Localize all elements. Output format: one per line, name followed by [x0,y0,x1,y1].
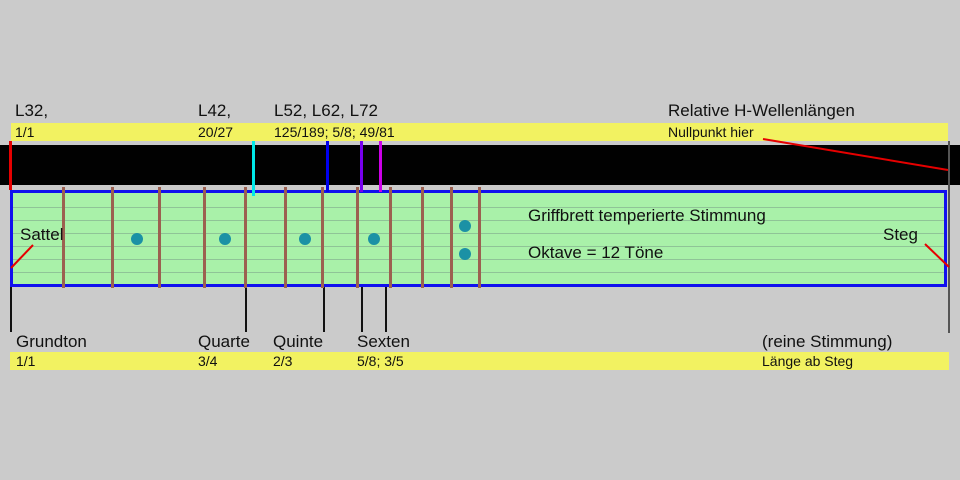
fret [244,187,247,288]
fret [478,187,481,288]
fret [62,187,65,288]
label-l32: L32, [15,101,49,120]
zero-point-line [948,141,950,333]
marker-l42-cyan [252,141,255,196]
marker-l52-blue [326,141,329,192]
fret [158,187,161,288]
bottom-band-value-1-1: 1/1 [16,353,36,369]
fretboard-subtitle: Oktave = 12 Töne [528,243,664,262]
top-highlight-band [11,123,948,141]
marker-l72-magenta [379,141,382,192]
marker-grundton-red [9,141,12,190]
bottom-highlight-band [10,352,949,370]
bottom-band-value-2-3: 2/3 [273,353,293,369]
inlay-dot [459,248,471,260]
label-steg: Steg [883,225,918,244]
fret [321,187,324,288]
connector-sexte-1 [361,287,363,332]
string-band [0,145,960,185]
bottom-band-value-3-4: 3/4 [198,353,218,369]
fret [111,187,114,288]
label-l42: L42, [198,101,232,120]
top-band-value-1-1: 1/1 [15,124,35,140]
inlay-dot [131,233,143,245]
fret [203,187,206,288]
connector-grundton [10,287,12,332]
connector-quinte [323,287,325,332]
inlay-dot [459,220,471,232]
top-band-nullpunkt: Nullpunkt hier [668,124,754,140]
inlay-dot [299,233,311,245]
label-relative-wellenlaengen: Relative H-Wellenlängen [668,101,855,120]
bottom-band-laenge-ab-steg: Länge ab Steg [762,353,854,369]
bottom-band-value-5-8-3-5: 5/8; 3/5 [357,353,404,369]
connector-quarte [245,287,247,332]
label-sattel: Sattel [20,225,64,244]
inlay-dot [219,233,231,245]
marker-l62-violet [360,141,363,192]
label-quarte: Quarte [198,332,250,351]
inlay-dot [368,233,380,245]
fret [421,187,424,288]
label-sexten: Sexten [357,332,410,351]
fret [450,187,453,288]
fretboard-title: Griffbrett temperierte Stimmung [528,206,766,225]
label-grundton: Grundton [16,332,87,351]
fret [389,187,392,288]
top-band-value-125-189: 125/189; 5/8; 49/81 [274,124,395,140]
label-quinte: Quinte [273,332,324,351]
top-band-value-20-27: 20/27 [198,124,234,140]
connector-sexte-2 [385,287,387,332]
fret [356,187,359,288]
label-l52-l62-l72: L52, L62, L72 [274,101,378,120]
fret [284,187,287,288]
label-reine-stimmung: (reine Stimmung) [762,332,893,351]
